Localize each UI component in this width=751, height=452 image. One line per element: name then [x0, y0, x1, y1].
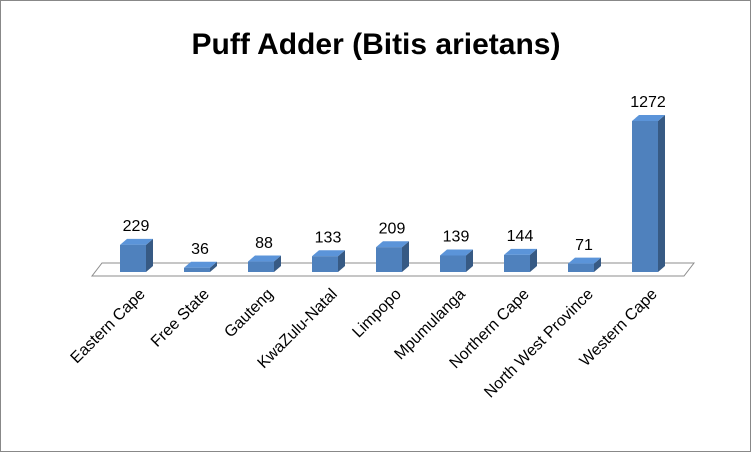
data-label: 229: [123, 218, 150, 235]
bar-front: [632, 121, 658, 272]
bar: [184, 261, 217, 272]
bar: [312, 250, 345, 272]
bar-front: [248, 261, 274, 272]
data-label: 1272: [630, 94, 666, 111]
bar-top: [568, 257, 601, 264]
data-label: 144: [507, 228, 534, 245]
bar-top: [312, 250, 345, 257]
data-label: 88: [255, 235, 273, 252]
bar-side: [466, 249, 473, 272]
bar-front: [312, 256, 338, 272]
bar-top: [376, 241, 409, 248]
bar: [376, 241, 409, 272]
chart-title: Puff Adder (Bitis arietans): [192, 28, 561, 61]
bar-front: [440, 255, 466, 272]
bar-top: [504, 248, 537, 255]
bar-front: [376, 247, 402, 272]
bar-front: [184, 267, 210, 272]
data-label: 139: [443, 229, 470, 246]
bar-side: [530, 248, 537, 272]
bar-top: [248, 255, 281, 262]
bar-front: [120, 244, 146, 272]
bar-top: [120, 238, 153, 245]
bar: [632, 115, 665, 272]
bar: [440, 249, 473, 272]
data-label: 209: [379, 220, 406, 237]
bar-side: [274, 255, 281, 272]
bar-front: [504, 254, 530, 272]
bar: [504, 248, 537, 272]
data-label: 133: [315, 229, 342, 246]
bar-top: [632, 115, 665, 121]
bar-top: [184, 261, 217, 268]
bar-side: [594, 257, 601, 272]
bar-front: [568, 263, 594, 272]
bar-side: [210, 261, 217, 272]
bar-side: [146, 238, 153, 272]
data-label: 36: [191, 241, 209, 258]
bar-top: [440, 249, 473, 256]
bar: [568, 257, 601, 272]
bar-side: [658, 115, 665, 272]
bar-side: [338, 250, 345, 272]
bar-side: [402, 241, 409, 272]
bar: [120, 238, 153, 272]
bar: [248, 255, 281, 272]
data-label: 71: [575, 237, 593, 254]
